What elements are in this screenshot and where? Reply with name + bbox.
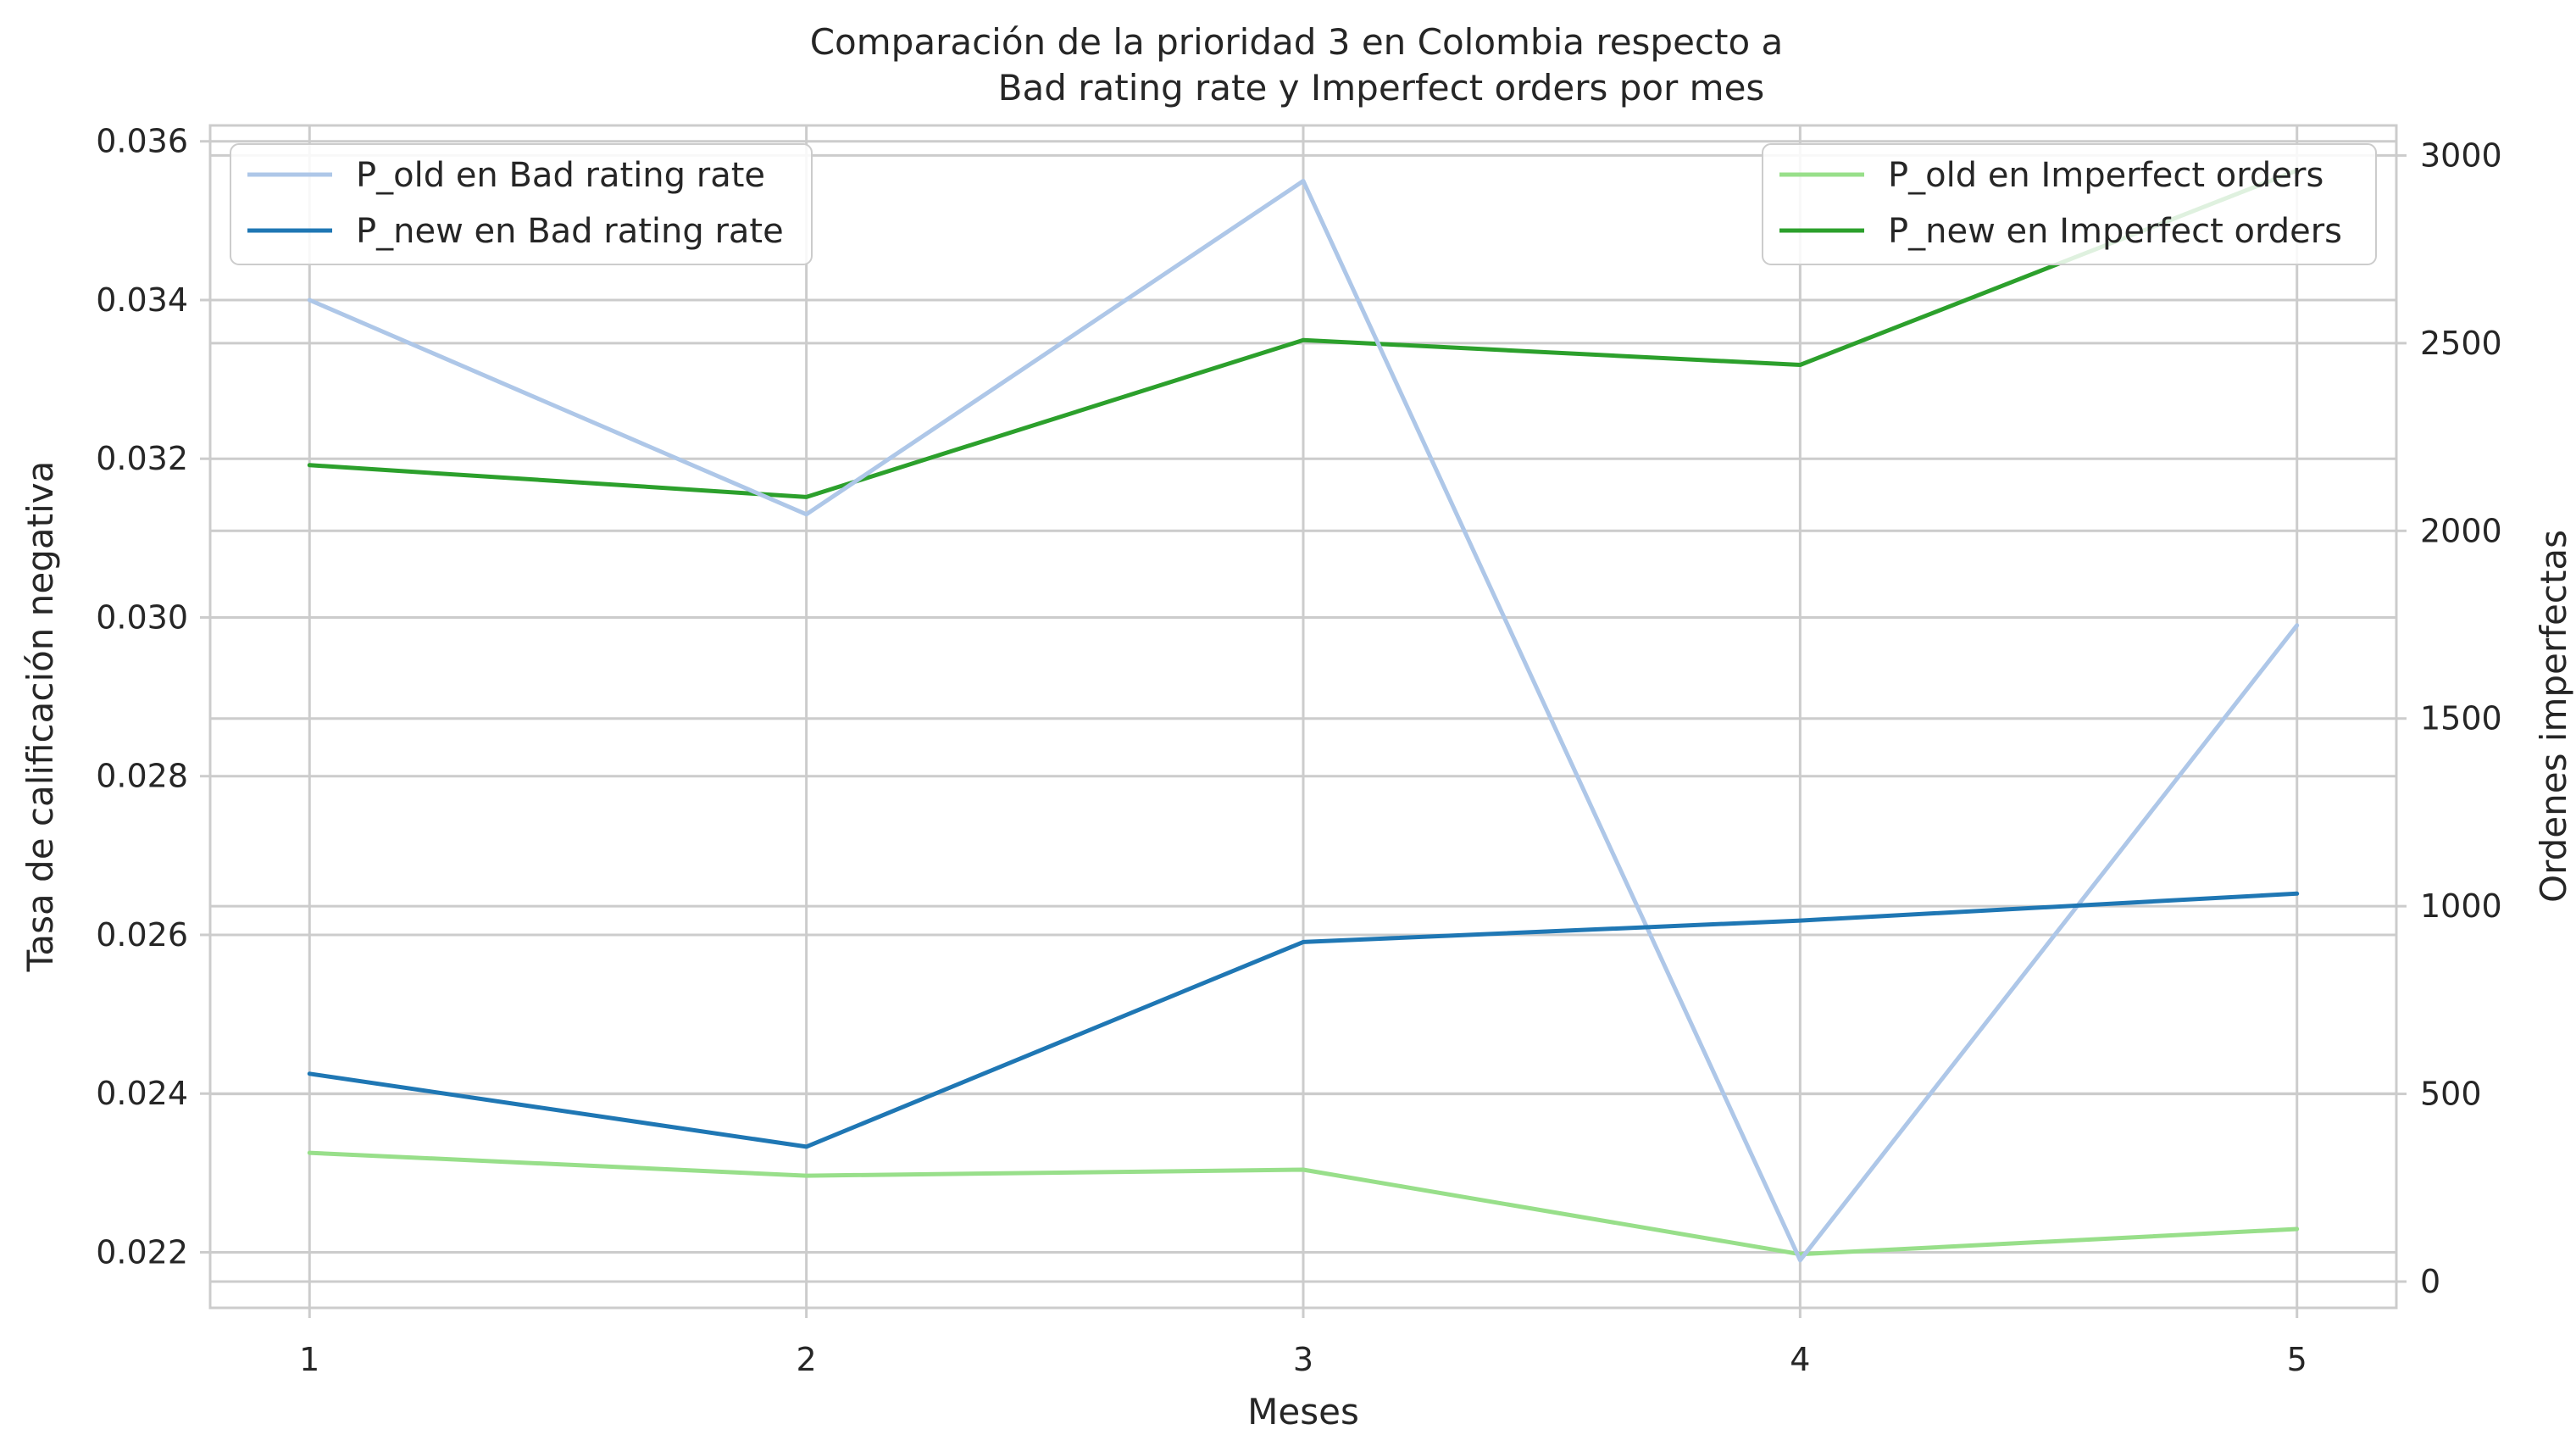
chart-title-line-2: Bad rating rate y Imperfect orders por m… (998, 67, 1765, 108)
y-left-tick-label: 0.036 (96, 123, 188, 160)
y-left-tick-label: 0.026 (96, 916, 188, 954)
legend-label-p-new-bad-rating: P_new en Bad rating rate (356, 212, 784, 251)
series-line-p-old-en-imperfect-orders (307, 1150, 2300, 1257)
y-left-tick-label: 0.022 (96, 1233, 188, 1271)
y-left-tick-label: 0.030 (96, 598, 188, 636)
y-right-tick-label: 2000 (2420, 512, 2502, 549)
y-left-tick-label: 0.032 (96, 440, 188, 477)
legend-label-p-old-bad-rating: P_old en Bad rating rate (356, 156, 765, 195)
y-left-tick-label: 0.028 (96, 758, 188, 795)
x-tick-label: 3 (1293, 1341, 1313, 1378)
x-axis-label: Meses (1247, 1391, 1359, 1432)
y-right-tick-label: 2500 (2420, 325, 2502, 362)
x-tick-label: 5 (2287, 1341, 2307, 1378)
x-tick-label: 4 (1790, 1341, 1810, 1378)
legend-right: P_old en Imperfect orders P_new en Imper… (1762, 143, 2377, 265)
x-tick-label: 1 (299, 1341, 319, 1378)
y-left-tick-label: 0.024 (96, 1075, 188, 1112)
y-right-tick-label: 500 (2420, 1076, 2482, 1113)
series-line-p-new-en-imperfect-orders (307, 168, 2300, 499)
series-lines (307, 168, 2300, 1263)
y-right-tick-label: 0 (2420, 1263, 2440, 1300)
y-axis-left-label: Tasa de calificación negativa (19, 461, 61, 973)
series-line-p-old-en-bad-rating-rate (307, 179, 2300, 1263)
chart-title-line-1: Comparación de la prioridad 3 en Colombi… (810, 21, 1784, 63)
x-tick-label: 2 (797, 1341, 817, 1378)
y-axis-right-label: Ordenes imperfectas (2533, 530, 2574, 903)
y-right-tick-label: 1000 (2420, 887, 2502, 925)
series-line-p-new-en-bad-rating-rate (307, 891, 2300, 1149)
legend-label-p-new-imperfect: P_new en Imperfect orders (1888, 212, 2342, 251)
legend-right-frame (1762, 143, 2377, 265)
y-left-tick-label: 0.034 (96, 281, 188, 319)
legend-left-frame (230, 143, 813, 265)
y-right-tick-label: 3000 (2420, 136, 2502, 174)
legend-left: P_old en Bad rating rate P_new en Bad ra… (230, 143, 813, 265)
legend-label-p-old-imperfect: P_old en Imperfect orders (1888, 156, 2323, 195)
y-right-tick-label: 1500 (2420, 700, 2502, 737)
tick-labels: 1 2 3 4 5 0.022 0.024 0.026 0.028 0.030 0.032 0.034… (96, 123, 2502, 1378)
